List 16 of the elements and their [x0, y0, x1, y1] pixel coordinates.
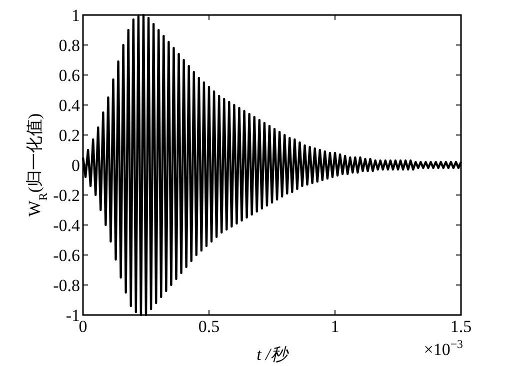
x-tick-label: 1.5: [450, 317, 472, 336]
y-tick-label: -0.2: [53, 186, 80, 205]
y-tick-label: 1: [72, 6, 80, 25]
x-tick-label: 0.5: [198, 317, 220, 336]
x-axis-title: t /秒: [256, 345, 290, 364]
y-tick-label: 0.2: [58, 126, 80, 145]
y-tick-label: -0.8: [53, 276, 80, 295]
y-tick-label: 0: [72, 156, 80, 175]
text: ×10$^{−3}$: [424, 337, 464, 359]
y-tick-label: 0.6: [58, 66, 80, 85]
y-tick-label: -0.4: [53, 216, 80, 235]
y-tick-label: -1: [66, 306, 80, 325]
x-tick-label: 1: [330, 317, 340, 336]
y-tick-label: -0.6: [53, 246, 80, 265]
y-tick-label: 0.4: [58, 96, 80, 115]
y-tick-label: 0.8: [58, 36, 80, 55]
